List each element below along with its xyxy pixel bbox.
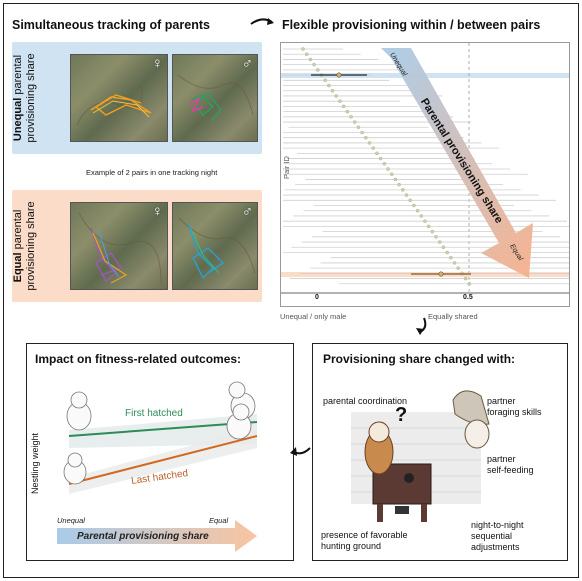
pair-estimate: [345, 109, 350, 114]
unequal-label: Unequal parental provisioning share: [12, 53, 37, 143]
pair-estimate: [423, 219, 427, 223]
pair-estimate: [360, 130, 364, 135]
changed-title: Provisioning share changed with:: [323, 352, 516, 366]
pair-estimate: [378, 156, 383, 161]
scale-unequal-label: Unequal: [57, 516, 85, 525]
fitness-lines-chart: [57, 381, 258, 552]
figure-frame: [3, 3, 579, 578]
pair-estimate: [334, 94, 339, 98]
pair-estimate: [341, 104, 346, 109]
pair-estimate: [467, 282, 472, 286]
fitness-title: Impact on fitness-related outcomes:: [35, 352, 242, 366]
male-symbol: ♂: [241, 55, 253, 72]
pair-estimate: [364, 135, 368, 140]
pair-estimate: [382, 162, 387, 166]
pair-estimate: [412, 203, 416, 208]
pair-estimate: [386, 167, 390, 171]
provisioning-changed-panel: Provisioning share changed with: ? paren…: [312, 343, 568, 561]
night-label-2: sequential: [471, 531, 513, 541]
pair-estimate: [437, 240, 442, 244]
x-tick-0.5: 0.5: [463, 294, 473, 301]
highlighted-pair-estimate: [438, 271, 444, 277]
tracking-caption: Example of 2 pairs in one tracking night: [86, 168, 218, 177]
first-hatched-label: First hatched: [125, 408, 183, 419]
partner-self-label-2: self-feeding: [487, 465, 534, 475]
x-left-label: Unequal / only male: [280, 312, 347, 321]
pair-estimate: [330, 88, 335, 93]
pair-estimate: [327, 83, 331, 88]
heading-tracking: Simultaneous tracking of parents: [12, 18, 210, 32]
coordination-label: parental coordination: [323, 396, 408, 406]
x-tick-0: 0: [315, 294, 319, 301]
equal-label: Equal parental provisioning share: [12, 201, 37, 291]
curved-arrow-icon: [250, 18, 274, 25]
pair-estimate: [316, 68, 320, 72]
pair-estimate: [352, 120, 357, 124]
equal-male-map: ♂: [172, 202, 258, 290]
x-right-label: Equally shared: [428, 312, 478, 321]
share-arrow-label: Parental provisioning share: [77, 531, 209, 542]
pair-estimate: [393, 177, 398, 182]
partner-self-label-1: partner: [487, 454, 516, 464]
partner-foraging-label-2: foraging skills: [487, 407, 542, 417]
pair-estimate: [426, 224, 431, 229]
pair-estimate: [408, 198, 412, 203]
owlet-icon: [63, 381, 256, 485]
pair-estimate: [434, 235, 438, 239]
pair-estimate: [401, 188, 405, 192]
pair-estimate: [375, 151, 379, 156]
heading-flexible: Flexible provisioning within / between p…: [282, 18, 541, 32]
pair-estimate: [371, 146, 375, 150]
female-symbol: ♀: [151, 55, 163, 72]
unequal-male-map: ♂: [172, 54, 258, 142]
down-arrow-icon: [416, 317, 427, 335]
pair-estimate: [389, 172, 394, 176]
equal-pair-box: Equal parental provisioning share ♀ ♂: [12, 190, 262, 302]
scale-equal-label: Equal: [209, 516, 229, 525]
highlighted-pair-estimate: [336, 72, 342, 78]
question-mark: ?: [395, 404, 408, 426]
pair-estimate: [397, 182, 401, 187]
pair-estimate: [304, 52, 309, 56]
pair-estimate: [312, 62, 316, 67]
night-label-3: adjustments: [471, 542, 520, 552]
female-symbol: ♀: [151, 203, 163, 220]
pair-estimate: [419, 214, 424, 218]
hunting-label-2: hunting ground: [321, 541, 382, 551]
hunting-label-1: presence of favorable: [321, 530, 408, 540]
male-symbol: ♂: [241, 203, 253, 220]
left-arrow-icon: [290, 447, 311, 456]
pair-estimate: [456, 266, 460, 270]
fitness-panel: Impact on fitness-related outcomes: Nest…: [26, 343, 294, 561]
pair-estimate: [349, 115, 353, 119]
pair-estimate: [452, 261, 457, 265]
pair-estimate: [323, 78, 327, 83]
pair-estimates-chart: [281, 43, 569, 294]
pair-estimate: [430, 229, 435, 234]
pair-estimate: [308, 57, 313, 62]
pair-estimate: [415, 208, 420, 213]
pair-estimate: [356, 125, 361, 130]
owl-scene-illustration: [351, 390, 490, 522]
unequal-female-map: ♀: [70, 54, 168, 142]
y-axis-label: Pair ID: [281, 156, 291, 179]
pair-estimate: [301, 47, 305, 51]
pair-estimate: [449, 255, 453, 260]
partner-foraging-label-1: partner: [487, 396, 516, 406]
pair-estimate: [404, 193, 409, 197]
night-label-1: night-to-night: [471, 520, 524, 530]
pair-estimate: [463, 276, 468, 281]
unequal-pair-box: Unequal parental provisioning share ♀ ♂: [12, 42, 262, 154]
pair-estimate: [338, 99, 342, 103]
pair-estimate: [367, 141, 372, 145]
pair-estimate: [441, 245, 446, 250]
provisioning-share-plot: Pair ID Unequal Parental provisioning sh…: [280, 42, 570, 307]
pair-estimate: [445, 250, 449, 255]
equal-female-map: ♀: [70, 202, 168, 290]
